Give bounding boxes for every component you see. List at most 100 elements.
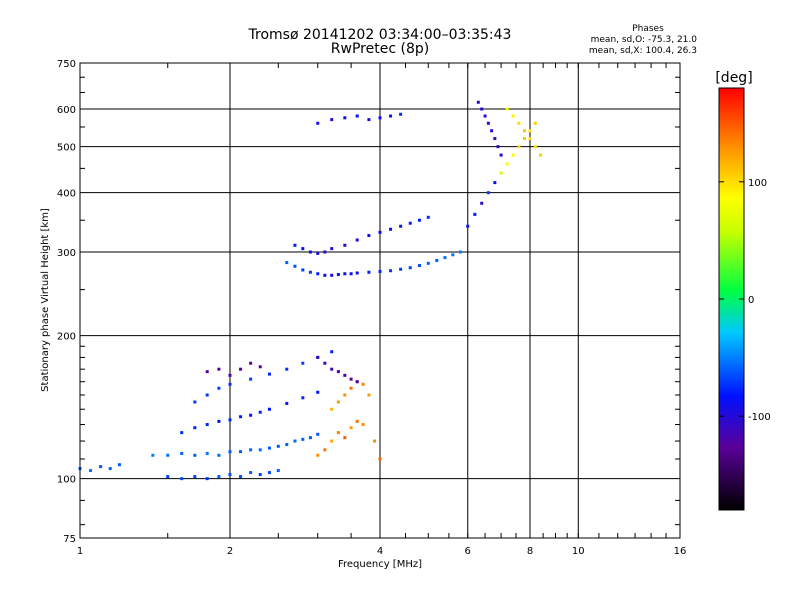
data-point: [349, 272, 353, 276]
data-point: [378, 116, 382, 120]
data-point: [308, 270, 312, 274]
data-point: [293, 264, 297, 268]
data-point: [258, 365, 262, 369]
colorbar-tick-label: 100: [748, 178, 767, 189]
data-point: [239, 450, 243, 454]
data-point: [330, 439, 334, 443]
data-point: [505, 107, 509, 111]
colorbar-tick-label: -100: [748, 412, 771, 423]
data-point: [323, 273, 327, 277]
data-point: [258, 448, 262, 452]
data-point: [308, 436, 312, 440]
data-point: [399, 224, 403, 228]
data-point: [486, 191, 490, 195]
data-point: [285, 367, 289, 371]
data-point: [493, 181, 497, 185]
data-point: [180, 451, 184, 455]
data-point: [417, 218, 421, 222]
data-point: [355, 238, 359, 242]
data-point: [511, 153, 515, 157]
data-point: [349, 386, 353, 390]
data-point: [267, 372, 271, 376]
data-point: [217, 386, 221, 390]
x-tick-label: 2: [227, 546, 233, 557]
data-point: [343, 116, 347, 120]
data-point: [493, 137, 497, 141]
x-tick-label: 1: [77, 546, 83, 557]
data-point: [249, 377, 253, 381]
data-point: [99, 465, 103, 469]
data-point: [523, 129, 527, 133]
data-point: [193, 475, 197, 479]
data-point: [499, 171, 503, 175]
data-point: [349, 377, 353, 381]
data-point: [336, 400, 340, 404]
data-point: [89, 469, 93, 473]
data-point: [323, 448, 327, 452]
data-point: [316, 121, 320, 125]
data-point: [301, 437, 305, 441]
data-point: [205, 423, 209, 427]
data-point: [276, 444, 280, 448]
data-point: [528, 137, 532, 141]
data-point: [301, 247, 305, 251]
data-point: [301, 396, 305, 400]
data-point: [355, 114, 359, 118]
data-point: [378, 230, 382, 234]
data-point: [517, 145, 521, 149]
y-axis-ticks: 75 100 200 300 400 500 600 750: [57, 59, 680, 545]
data-point: [217, 419, 221, 423]
data-point: [239, 367, 243, 371]
data-point: [343, 393, 347, 397]
colorbar-ticks: 100 0 -100: [719, 178, 771, 423]
x-tick-label: 10: [572, 546, 585, 557]
data-point: [330, 273, 334, 277]
data-point: [533, 145, 537, 149]
data-point: [285, 443, 289, 447]
data-point: [399, 112, 403, 116]
data-point: [205, 393, 209, 397]
data-point: [301, 361, 305, 365]
data-point: [378, 457, 382, 461]
data-point: [480, 107, 484, 111]
data-point: [473, 212, 477, 216]
data-point: [443, 256, 447, 260]
x-axis-ticks: 1 2 4 6 8 10 16: [77, 63, 686, 557]
chart-title: Tromsø 20141202 03:34:00–03:35:43: [248, 27, 512, 43]
data-point: [316, 432, 320, 436]
data-point: [249, 413, 253, 417]
data-point: [267, 471, 271, 475]
data-point: [205, 451, 209, 455]
data-point: [389, 269, 393, 273]
colorbar-label: [deg]: [715, 70, 752, 86]
y-tick-label: 400: [57, 189, 76, 200]
data-point: [316, 272, 320, 276]
data-point: [336, 370, 340, 374]
data-point: [205, 477, 209, 481]
data-point: [480, 201, 484, 205]
data-point: [458, 250, 462, 254]
data-point: [217, 453, 221, 457]
data-point: [166, 453, 170, 457]
data-point: [323, 250, 327, 254]
data-point: [217, 475, 221, 479]
data-point: [435, 258, 439, 262]
data-point: [293, 243, 297, 247]
data-point: [408, 266, 412, 270]
data-point: [499, 153, 503, 157]
data-point: [239, 415, 243, 419]
data-point: [239, 475, 243, 479]
data-point: [426, 215, 430, 219]
phase-info-x: mean, sd,X: 100.4, 26.3: [589, 46, 697, 56]
colorbar-tick-label: 0: [748, 295, 754, 306]
data-point: [258, 473, 262, 477]
data-point: [228, 418, 232, 422]
data-point: [505, 162, 509, 166]
data-point: [323, 361, 327, 365]
data-point: [193, 453, 197, 457]
data-point: [343, 243, 347, 247]
data-point: [523, 137, 527, 141]
y-tick-label: 750: [57, 59, 76, 70]
data-point: [361, 382, 365, 386]
data-point: [316, 390, 320, 394]
